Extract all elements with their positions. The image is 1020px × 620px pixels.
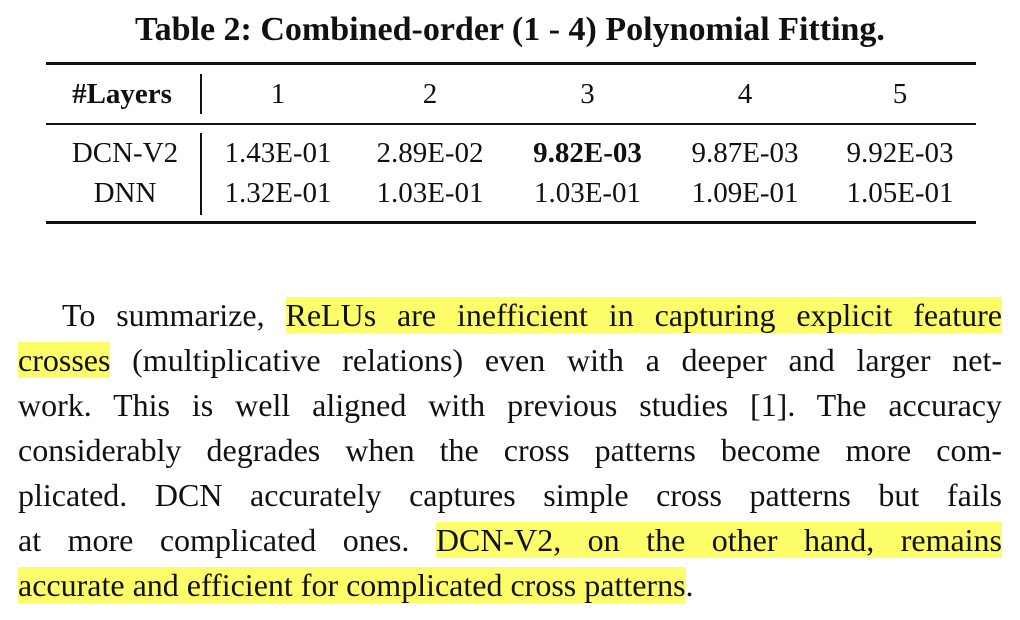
header-col-4: 4 (737, 78, 753, 110)
text-span: at more complicated ones. (18, 522, 436, 558)
highlighted-text: crosses (18, 342, 111, 378)
paragraph-line: accurate and efficient for complicated c… (18, 563, 1002, 608)
table-cell: 1.09E-01 (691, 177, 799, 209)
table-cell: 2.89E-02 (376, 137, 484, 169)
table-caption: Table 2: Combined-order (1 - 4) Polynomi… (135, 11, 885, 48)
row-label-dnn: DNN (93, 177, 157, 209)
table-top-rule (46, 62, 976, 65)
table-cell: 9.87E-03 (691, 137, 799, 169)
row-label-dcn-v2: DCN-V2 (71, 137, 179, 169)
paragraph-line: at more complicated ones. DCN-V2, on the… (18, 518, 1003, 563)
header-col-3: 3 (580, 78, 595, 110)
text-span: (multiplicative relations) even with a d… (110, 342, 1002, 378)
table-body-divider (200, 133, 202, 215)
paragraph-line: To summarize, ReLUs are inefficient in c… (18, 293, 1003, 338)
highlighted-text: ReLUs are inefficient in capturing expli… (285, 297, 1003, 333)
table-cell: 1.32E-01 (224, 177, 332, 209)
header-layers: #Layers (72, 78, 172, 110)
table-header-rule (46, 123, 976, 125)
highlighted-text: DCN-V2, on the other hand, remains (435, 522, 1003, 558)
paragraph-line: considerably degrades when the cross pat… (18, 432, 1002, 468)
header-col-2: 2 (422, 78, 438, 110)
body-paragraph: To summarize, ReLUs are inefficient in c… (18, 293, 1003, 608)
paragraph-line: crosses (multiplicative relations) even … (18, 338, 1002, 383)
text-span: . (685, 567, 694, 603)
highlighted-text: accurate and efficient for complicated c… (18, 567, 686, 603)
table-cell: 9.92E-03 (846, 137, 954, 169)
table-cell-best: 9.82E-03 (533, 137, 642, 169)
table-cell: 1.03E-01 (376, 177, 484, 209)
table-cell: 1.43E-01 (224, 137, 332, 169)
table-header-divider (200, 74, 202, 114)
table-bottom-rule (46, 221, 976, 224)
header-col-1: 1 (270, 78, 286, 110)
paragraph-line: plicated. DCN accurately captures simple… (18, 477, 1002, 513)
paragraph-line: work. This is well aligned with previous… (18, 387, 1002, 423)
header-col-5: 5 (892, 78, 908, 110)
table-cell: 1.05E-01 (846, 177, 954, 209)
text-span: To summarize, (62, 297, 286, 333)
table-cell: 1.03E-01 (533, 177, 642, 209)
